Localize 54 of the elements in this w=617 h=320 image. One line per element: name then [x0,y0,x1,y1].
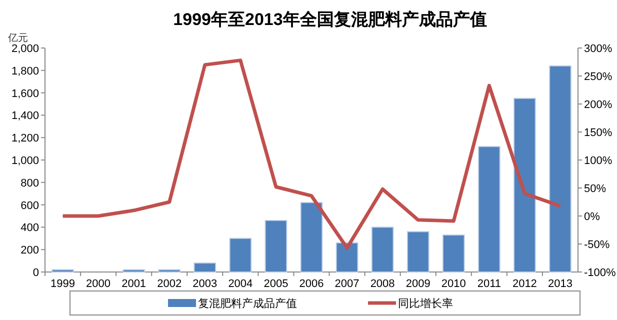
y2-tick-label: 150% [584,127,612,139]
legend-label: 同比增长率 [398,297,453,310]
y2-tick-label: 300% [584,43,612,55]
bar [406,231,430,272]
line-series [61,58,562,250]
bar [336,242,358,272]
y2-tick-label: 250% [584,71,612,83]
y2-tick-label: -50% [584,239,610,251]
y-tick-label: 1,800 [11,65,39,78]
y-tick-label: 800 [20,177,39,190]
bar [122,269,145,272]
x-tick-label: 2003 [192,278,218,290]
x-tick-label: 2012 [512,278,537,290]
bar [371,226,394,272]
bar [158,269,181,272]
x-tick-label: 2011 [477,278,501,290]
x-tick-label: 2008 [370,278,395,290]
x-tick-label: 2010 [441,278,466,290]
bar [478,146,500,272]
y-tick-label: 200 [20,244,39,257]
x-tick-label: 2009 [406,278,430,290]
y-tick-label: 1,000 [11,155,39,167]
x-tick-label: 1999 [50,278,76,290]
y-tick-label: 0 [32,267,39,279]
bar [264,220,288,272]
y2-tick-label: 100% [584,155,612,167]
y-tick-label: 1,600 [11,88,39,100]
x-tick-label: 2002 [157,278,182,290]
y-axis-title: 亿元 [7,33,28,44]
x-tick-label: 2005 [264,278,288,290]
y2-tick-label: 200% [584,99,612,111]
y2-tick-label: -100% [584,267,616,279]
y-tick-label: 2,000 [11,43,39,55]
bar [300,202,323,272]
legend-label: 复混肥料产成品产值 [198,297,297,310]
y2-tick-label: 0% [584,211,600,223]
x-tick-label: 2000 [86,278,111,290]
y2-tick-label: 50% [584,183,606,195]
bar [442,234,465,272]
bar [549,65,572,272]
y-tick-label: 1,200 [11,132,39,145]
bar [514,98,536,272]
x-tick-label: 2013 [548,278,572,290]
x-tick-label: 2007 [334,278,360,290]
bar [194,262,216,272]
x-tick-label: 2001 [122,278,146,290]
y-tick-label: 1,400 [11,110,39,122]
bar [229,238,252,272]
x-tick-label: 2006 [299,278,324,290]
y-tick-label: 600 [20,200,39,212]
y-tick-label: 400 [20,222,39,234]
chart-title: 1999年至2013年全国复混肥料产成品产值 [173,10,487,29]
bar [52,269,74,272]
x-tick-label: 2004 [228,278,253,290]
